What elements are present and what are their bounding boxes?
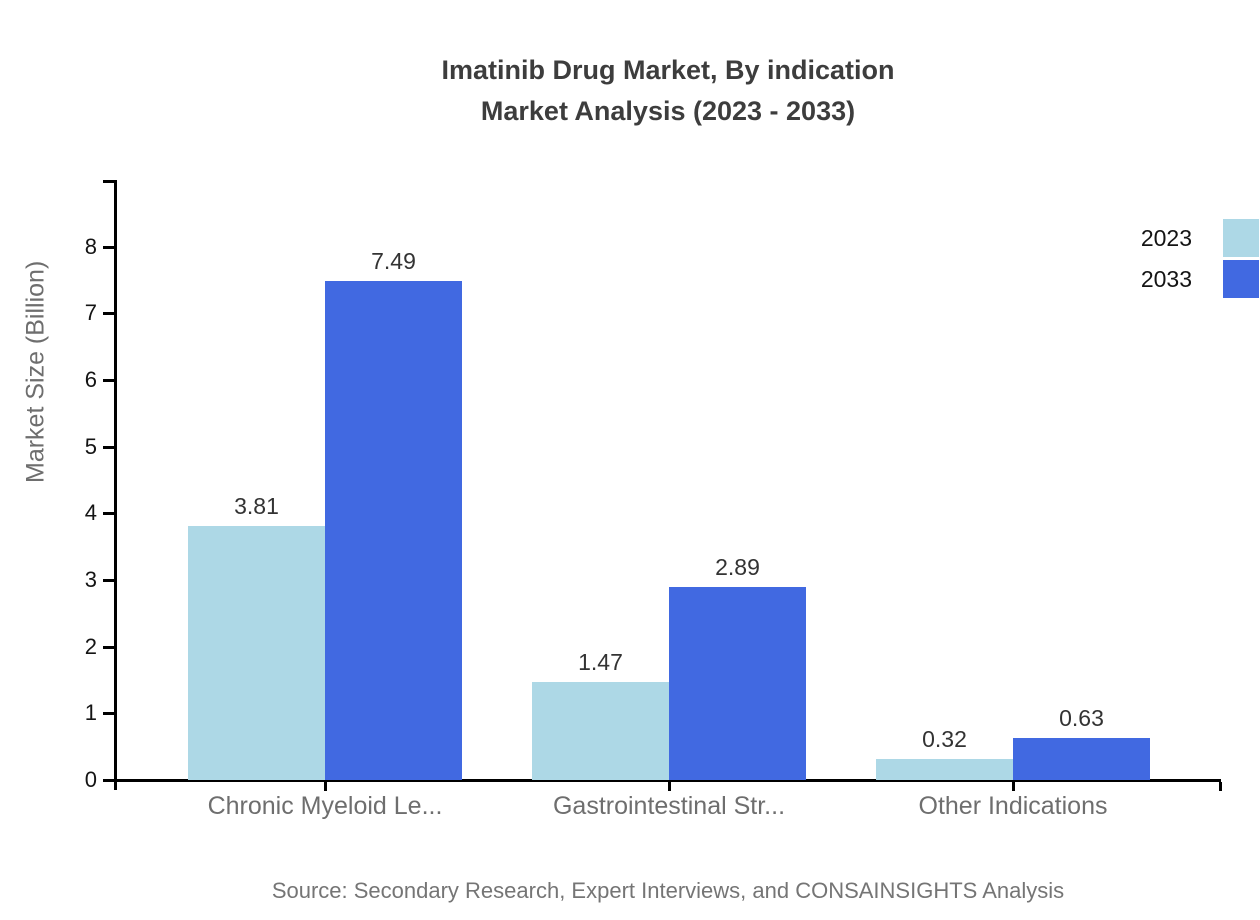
y-tick-label: 2 <box>84 633 97 659</box>
y-tick <box>103 712 115 716</box>
y-tick <box>103 645 115 649</box>
chart-title: Imatinib Drug Market, By indication Mark… <box>115 50 1221 132</box>
bar-value-label: 3.81 <box>234 493 279 520</box>
chart-title-line2: Market Analysis (2023 - 2033) <box>480 96 856 126</box>
legend-label: 2023 <box>1140 225 1192 251</box>
chart-title-line1: Imatinib Drug Market, By indication <box>441 55 895 85</box>
bar-2023-category-2 <box>532 682 669 780</box>
y-tick-label: 8 <box>84 233 97 259</box>
y-tick-label: 0 <box>84 767 97 792</box>
bar-value-label: 1.47 <box>578 649 623 676</box>
x-category-label: Gastrointestinal Str... <box>552 792 786 820</box>
y-tick <box>103 379 115 383</box>
y-tick-label: 1 <box>84 700 97 726</box>
y-tick-label: 4 <box>84 500 97 526</box>
y-axis-line <box>114 180 117 790</box>
x-category-label: Other Indications <box>918 792 1108 820</box>
y-axis-end-tick <box>103 180 115 183</box>
bar-value-label: 0.32 <box>922 725 967 752</box>
bar-value-label: 0.63 <box>1059 705 1104 731</box>
legend-label: 2033 <box>1140 266 1192 292</box>
x-tick <box>1012 782 1015 791</box>
legend-swatch <box>1223 260 1259 298</box>
bar-value-label: 7.49 <box>371 247 416 274</box>
x-category-label: Chronic Myeloid Le... <box>207 792 443 820</box>
y-tick-label: 5 <box>84 433 97 459</box>
x-tick <box>668 782 671 791</box>
legend-item-2023: 2023 <box>1000 219 1260 257</box>
y-tick <box>103 512 115 516</box>
y-tick <box>103 779 115 782</box>
x-axis-end-tick <box>1219 782 1222 791</box>
bar-2023-category-1 <box>188 526 325 780</box>
bar-value-label: 2.89 <box>715 554 760 581</box>
y-tick-label: 3 <box>84 567 97 593</box>
y-tick <box>103 579 115 583</box>
y-tick-label: 7 <box>84 300 97 326</box>
legend-swatch <box>1223 219 1259 257</box>
y-tick-label: 6 <box>84 367 97 393</box>
legend-item-2033: 2033 <box>1000 260 1260 298</box>
y-tick <box>103 445 115 449</box>
bar-2033-category-2 <box>669 587 806 780</box>
source-note: Source: Secondary Research, Expert Inter… <box>271 878 1065 903</box>
bar-2033-category-1 <box>325 280 462 780</box>
bar-2033-category-3 <box>1013 738 1150 780</box>
bar-2023-category-3 <box>876 758 1013 780</box>
y-tick <box>103 312 115 316</box>
x-tick <box>324 782 327 791</box>
y-tick <box>103 245 115 249</box>
x-axis-line <box>115 779 1221 782</box>
